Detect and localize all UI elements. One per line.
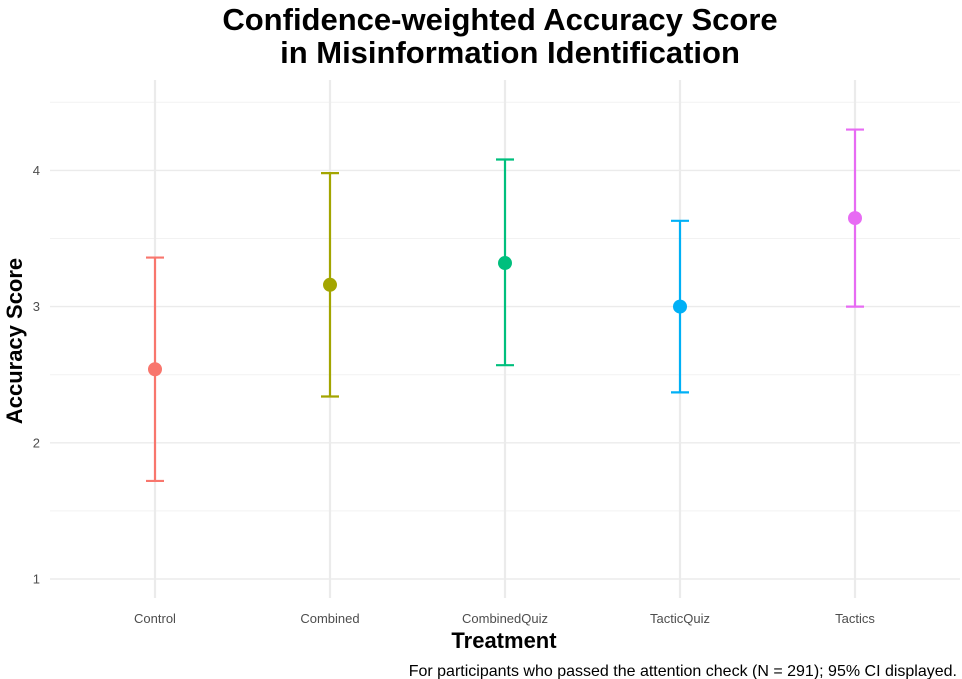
x-tick-label: Control <box>134 611 176 626</box>
error-bar-group <box>671 219 689 394</box>
data-point <box>673 299 687 314</box>
y-axis-title: Accuracy Score <box>2 258 27 424</box>
x-tick-label: TacticQuiz <box>650 611 710 626</box>
y-tick-label: 2 <box>33 435 40 450</box>
chart-title-line1: Confidence-weighted Accuracy Score <box>222 2 777 37</box>
x-tick-label: Tactics <box>835 611 875 626</box>
error-bar-group <box>496 158 514 367</box>
x-tick-labels: Control Combined CombinedQuiz TacticQuiz Tac… <box>134 611 875 626</box>
data-point <box>498 256 512 271</box>
y-tick-label: 4 <box>33 163 40 178</box>
chart-marks <box>146 128 864 483</box>
x-tick-label: Combined <box>300 611 359 626</box>
y-tick-labels: 1 2 3 4 <box>33 163 40 587</box>
error-bar-group <box>146 256 164 483</box>
y-tick-label: 3 <box>33 299 40 314</box>
data-point <box>848 211 862 226</box>
y-tick-label: 1 <box>33 572 40 587</box>
error-bar-group <box>321 172 339 398</box>
x-axis-title: Treatment <box>451 628 557 653</box>
x-tick-label: CombinedQuiz <box>462 611 548 626</box>
data-point <box>148 362 162 377</box>
chart-caption: For participants who passed the attentio… <box>409 663 957 679</box>
chart-title-line2: in Misinformation Identification <box>280 35 740 70</box>
data-point <box>323 277 337 292</box>
error-bar-group <box>846 128 864 308</box>
